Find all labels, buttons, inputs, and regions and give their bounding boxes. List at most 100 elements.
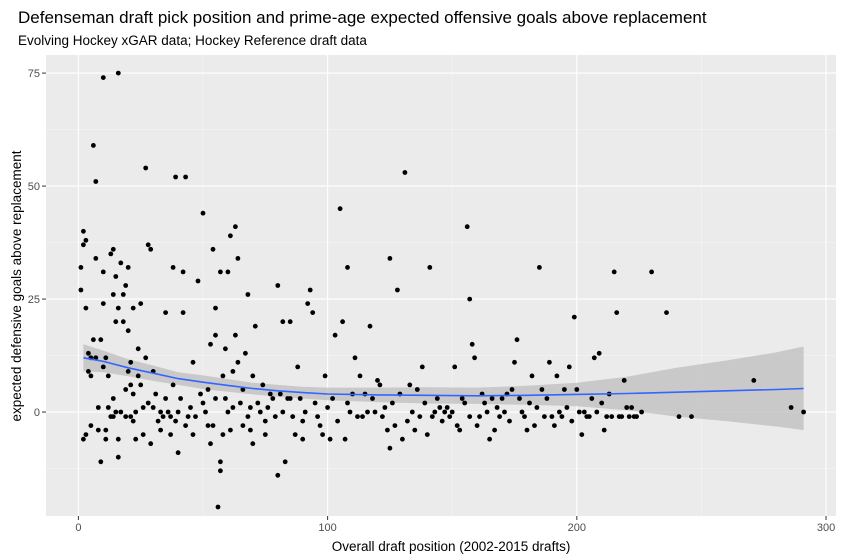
- data-point: [88, 373, 94, 379]
- data-point: [591, 355, 597, 361]
- confidence-ribbon: [83, 344, 804, 431]
- data-point: [223, 396, 228, 401]
- data-point: [571, 314, 577, 320]
- data-point: [120, 319, 126, 325]
- data-point: [611, 269, 617, 275]
- data-point: [454, 423, 460, 428]
- data-point: [325, 405, 330, 410]
- data-point: [103, 355, 109, 361]
- data-point: [340, 319, 345, 325]
- data-point: [123, 387, 129, 392]
- data-point: [105, 373, 111, 379]
- data-point: [634, 414, 639, 419]
- data-point: [467, 414, 473, 419]
- data-point: [81, 228, 86, 234]
- data-point: [434, 396, 440, 401]
- data-point: [405, 418, 410, 424]
- data-point: [252, 323, 258, 329]
- data-point: [270, 396, 276, 401]
- data-point: [377, 382, 383, 388]
- data-point: [569, 418, 575, 424]
- data-point: [145, 242, 151, 248]
- data-point: [190, 432, 196, 437]
- data-point: [519, 409, 525, 415]
- data-point: [198, 391, 203, 397]
- data-point: [135, 346, 141, 352]
- y-tick-label: 50: [28, 181, 40, 193]
- data-point: [509, 387, 515, 392]
- data-point: [574, 387, 580, 392]
- data-point: [170, 265, 176, 270]
- data-point: [282, 459, 288, 465]
- y-tick-label: 25: [28, 294, 40, 306]
- data-point: [93, 179, 99, 184]
- data-point: [225, 409, 231, 415]
- data-point: [310, 310, 316, 315]
- data-point: [392, 423, 398, 428]
- data-point: [547, 359, 552, 365]
- data-point: [163, 310, 169, 315]
- data-point: [220, 432, 226, 437]
- data-point: [143, 355, 149, 361]
- data-point: [689, 414, 694, 419]
- data-point: [158, 427, 164, 433]
- data-point: [210, 246, 216, 252]
- data-point: [245, 292, 251, 297]
- data-point: [390, 400, 395, 406]
- data-point: [188, 405, 193, 410]
- data-point: [160, 414, 166, 419]
- data-point: [447, 414, 453, 419]
- data-point: [370, 396, 375, 401]
- data-point: [233, 332, 238, 338]
- data-point: [155, 418, 161, 424]
- data-point: [639, 409, 644, 415]
- data-point: [290, 414, 296, 419]
- data-point: [195, 278, 201, 284]
- data-point: [407, 382, 413, 388]
- data-point: [140, 432, 146, 437]
- data-point: [150, 405, 156, 410]
- data-point: [248, 427, 253, 433]
- data-point: [168, 414, 174, 419]
- data-point: [514, 337, 520, 343]
- data-point: [442, 409, 448, 415]
- data-point: [95, 405, 101, 410]
- data-point: [115, 436, 121, 442]
- data-point: [524, 427, 530, 433]
- data-point: [522, 414, 527, 419]
- data-point: [165, 409, 171, 415]
- data-point: [532, 423, 537, 428]
- data-point: [238, 400, 243, 406]
- data-point: [118, 260, 124, 266]
- data-point: [175, 409, 181, 415]
- data-point: [228, 233, 233, 239]
- data-point: [143, 165, 149, 171]
- data-point: [619, 414, 625, 419]
- data-point: [589, 396, 595, 401]
- data-point: [414, 387, 420, 392]
- data-point: [81, 242, 86, 248]
- data-point: [355, 414, 360, 419]
- data-point: [566, 364, 572, 370]
- data-point: [382, 405, 388, 410]
- data-point: [307, 287, 313, 293]
- data-point: [180, 310, 186, 315]
- data-point: [128, 382, 134, 388]
- data-point: [110, 414, 116, 419]
- data-point: [345, 265, 350, 270]
- data-point: [395, 287, 400, 293]
- data-point: [596, 350, 602, 356]
- data-point: [315, 414, 320, 419]
- data-point: [262, 432, 268, 437]
- data-point: [260, 382, 266, 388]
- data-point: [554, 373, 560, 379]
- data-point: [245, 414, 251, 419]
- data-point: [220, 373, 226, 379]
- data-point: [594, 409, 600, 415]
- y-tick-label: 0: [34, 407, 40, 419]
- data-point: [175, 450, 181, 456]
- data-point: [365, 409, 370, 415]
- data-point: [539, 387, 545, 392]
- data-point: [629, 405, 634, 410]
